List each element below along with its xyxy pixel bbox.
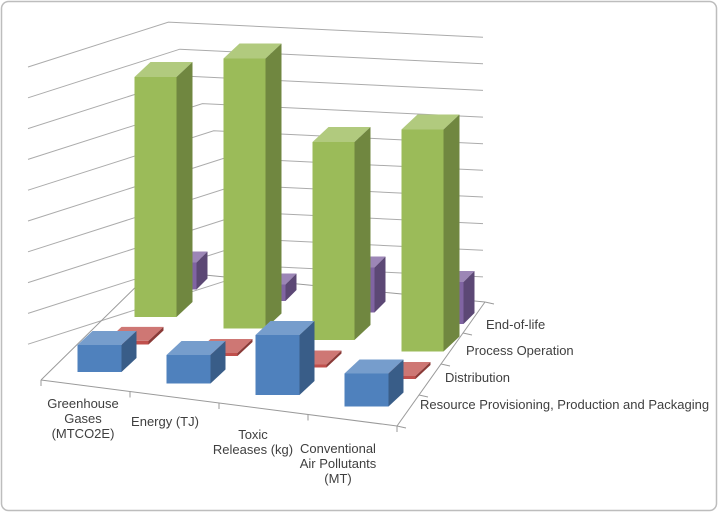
series-axis-label: End-of-life <box>486 317 545 332</box>
bar-resource-provisioning-production-and-packaging-c3 <box>344 359 404 407</box>
bar-front-face <box>312 142 355 340</box>
labels-group: Greenhouse Gases (MTCO2E)Energy (TJ)Toxic R… <box>47 317 709 486</box>
series-axis-label: Distribution <box>445 370 510 385</box>
bar-side-face <box>463 271 475 324</box>
series-axis-label: Resource Provisioning, Production and Pa… <box>420 397 709 412</box>
bar-side-face <box>374 256 386 313</box>
category-label: Conventional Air Pollutants (MT) <box>300 441 377 486</box>
bar-front-face <box>166 355 211 384</box>
bar-top-face <box>134 62 193 77</box>
category-label-line: Air Pollutants <box>300 456 377 471</box>
bar-side-face <box>415 362 431 379</box>
bar-top-face <box>223 43 282 59</box>
bar-side-face <box>237 339 253 356</box>
bar-side-face <box>265 43 282 329</box>
bar-front-face <box>77 345 122 372</box>
bar-side-face <box>285 273 297 301</box>
series-axis-tick <box>462 332 473 336</box>
bar-resource-provisioning-production-and-packaging-c0 <box>77 331 137 372</box>
wall-gridline <box>27 21 484 68</box>
category-label-line: Gases <box>64 411 102 426</box>
bar-process-operation-c1 <box>223 43 282 329</box>
category-label-line: Releases (kg) <box>213 442 293 457</box>
category-label: Greenhouse Gases (MTCO2E) <box>47 396 119 441</box>
bar-process-operation-c0 <box>134 62 193 317</box>
bar-resource-provisioning-production-and-packaging-c1 <box>166 341 226 384</box>
bar-front-face <box>401 129 444 352</box>
bar-front-face <box>223 58 266 329</box>
bar-front-face <box>134 77 177 317</box>
bar-side-face <box>388 359 404 407</box>
bar-front-face <box>255 335 300 395</box>
series-axis-tick <box>396 425 407 429</box>
series-axis-tick <box>484 301 495 305</box>
bar-top-face <box>255 321 315 335</box>
bar-side-face <box>196 251 208 290</box>
series-axis-tick <box>418 394 429 398</box>
wall-gridline <box>27 103 484 160</box>
bar-side-face <box>354 127 371 340</box>
bar-side-face <box>148 326 164 345</box>
category-label-line: (MT) <box>324 471 351 486</box>
bar-top-face <box>77 331 137 345</box>
bar-side-face <box>299 321 315 395</box>
bar-top-face <box>401 114 460 130</box>
bar-process-operation-c3 <box>401 114 460 352</box>
category-label: Toxic Releases (kg) <box>213 427 293 457</box>
bar-process-operation-c2 <box>312 127 371 340</box>
category-label-line: Conventional <box>300 441 376 456</box>
series-axis-label: Process Operation <box>466 343 574 358</box>
bar-top-face <box>312 127 371 142</box>
bar-top-face <box>166 341 226 355</box>
category-label: Energy (TJ) <box>131 414 199 429</box>
bar-side-face <box>326 350 342 368</box>
bar-side-face <box>121 331 137 372</box>
series-axis-tick <box>440 363 451 367</box>
bar-side-face <box>176 62 193 317</box>
bar-top-face <box>344 359 404 374</box>
bar-side-face <box>443 114 460 352</box>
axes-group <box>40 301 495 432</box>
bar-side-face <box>210 341 226 384</box>
bar-front-face <box>344 373 389 407</box>
category-label-line: (MTCO2E) <box>52 426 115 441</box>
category-label-line: Energy (TJ) <box>131 414 199 429</box>
wall-gridline <box>27 48 484 99</box>
bar-resource-provisioning-production-and-packaging-c2 <box>255 321 315 395</box>
bars-group <box>77 43 475 407</box>
category-label-line: Toxic <box>238 427 268 442</box>
wall-gridline <box>27 130 484 191</box>
category-label-line: Greenhouse <box>47 396 119 411</box>
